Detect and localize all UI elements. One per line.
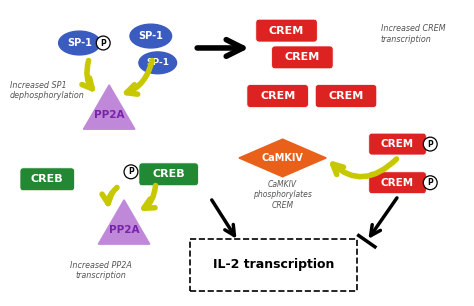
Text: P: P xyxy=(128,167,134,176)
Text: Increased SP1
dephosphorylation: Increased SP1 dephosphorylation xyxy=(10,81,85,100)
Text: P: P xyxy=(428,178,433,187)
Polygon shape xyxy=(98,200,150,244)
Text: PP2A: PP2A xyxy=(94,110,124,120)
Text: P: P xyxy=(100,39,106,47)
Text: CREB: CREB xyxy=(31,174,64,184)
Circle shape xyxy=(423,176,437,190)
Text: PP2A: PP2A xyxy=(109,225,139,234)
Text: SP-1: SP-1 xyxy=(146,58,169,67)
Text: CREB: CREB xyxy=(152,169,185,179)
Text: CREM: CREM xyxy=(285,52,320,62)
FancyBboxPatch shape xyxy=(20,168,74,191)
Text: P: P xyxy=(428,140,433,149)
Polygon shape xyxy=(239,139,326,177)
FancyBboxPatch shape xyxy=(315,85,377,107)
FancyBboxPatch shape xyxy=(369,133,426,155)
FancyBboxPatch shape xyxy=(369,172,426,194)
Text: Increased PP2A
transcription: Increased PP2A transcription xyxy=(70,261,132,280)
Text: Increased CREM
transcription: Increased CREM transcription xyxy=(381,24,445,44)
FancyBboxPatch shape xyxy=(247,85,309,107)
Text: CREM: CREM xyxy=(381,178,414,188)
FancyBboxPatch shape xyxy=(191,239,357,291)
Text: CaMKIV: CaMKIV xyxy=(262,153,303,163)
Circle shape xyxy=(96,36,110,50)
FancyBboxPatch shape xyxy=(256,19,317,42)
Ellipse shape xyxy=(139,52,176,74)
Text: CREM: CREM xyxy=(328,91,364,101)
Ellipse shape xyxy=(130,24,172,48)
FancyBboxPatch shape xyxy=(272,46,333,69)
Text: CREM: CREM xyxy=(269,26,304,35)
Text: SP-1: SP-1 xyxy=(67,38,92,48)
Text: CREM: CREM xyxy=(381,139,414,149)
Ellipse shape xyxy=(59,31,100,55)
Text: SP-1: SP-1 xyxy=(138,31,163,41)
Circle shape xyxy=(124,165,138,179)
Text: CaMKIV
phosphorylates
CREM: CaMKIV phosphorylates CREM xyxy=(253,180,312,210)
Text: CREM: CREM xyxy=(260,91,295,101)
Circle shape xyxy=(423,137,437,151)
FancyBboxPatch shape xyxy=(139,163,198,186)
Polygon shape xyxy=(83,85,135,129)
Text: IL-2 transcription: IL-2 transcription xyxy=(213,259,334,271)
